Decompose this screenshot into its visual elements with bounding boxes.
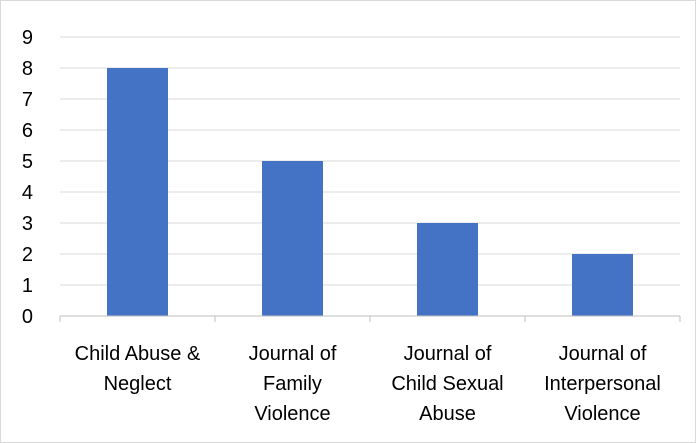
y-tick-label: 4: [22, 182, 33, 204]
bar: [107, 68, 168, 316]
x-category-label: Child Abuse & Neglect: [75, 343, 201, 395]
y-tick-label: 1: [22, 275, 33, 297]
y-tick-label: 5: [22, 151, 33, 173]
x-category-label: Journal of Interpersonal Violence: [544, 343, 661, 425]
y-tick-label: 7: [22, 89, 33, 111]
x-axis-category-labels: Child Abuse & Neglect Journal of Family Viol…: [75, 343, 661, 425]
bar: [572, 254, 633, 316]
x-category-label: Journal of Family Violence: [249, 343, 337, 425]
x-category-label: Journal of Child Sexual Abuse: [391, 343, 503, 425]
y-tick-label: 2: [22, 244, 33, 266]
y-tick-label: 8: [22, 58, 33, 80]
bars: [107, 68, 633, 316]
bar: [417, 223, 478, 316]
y-tick-label: 9: [22, 27, 33, 49]
y-tick-label: 3: [22, 213, 33, 235]
y-tick-label: 6: [22, 120, 33, 142]
axes: [59, 315, 681, 322]
y-tick-label: 0: [22, 306, 33, 328]
y-axis-tick-labels: 0 1 2 3 4 5 6 7 8 9: [22, 27, 33, 328]
bar: [262, 161, 323, 316]
